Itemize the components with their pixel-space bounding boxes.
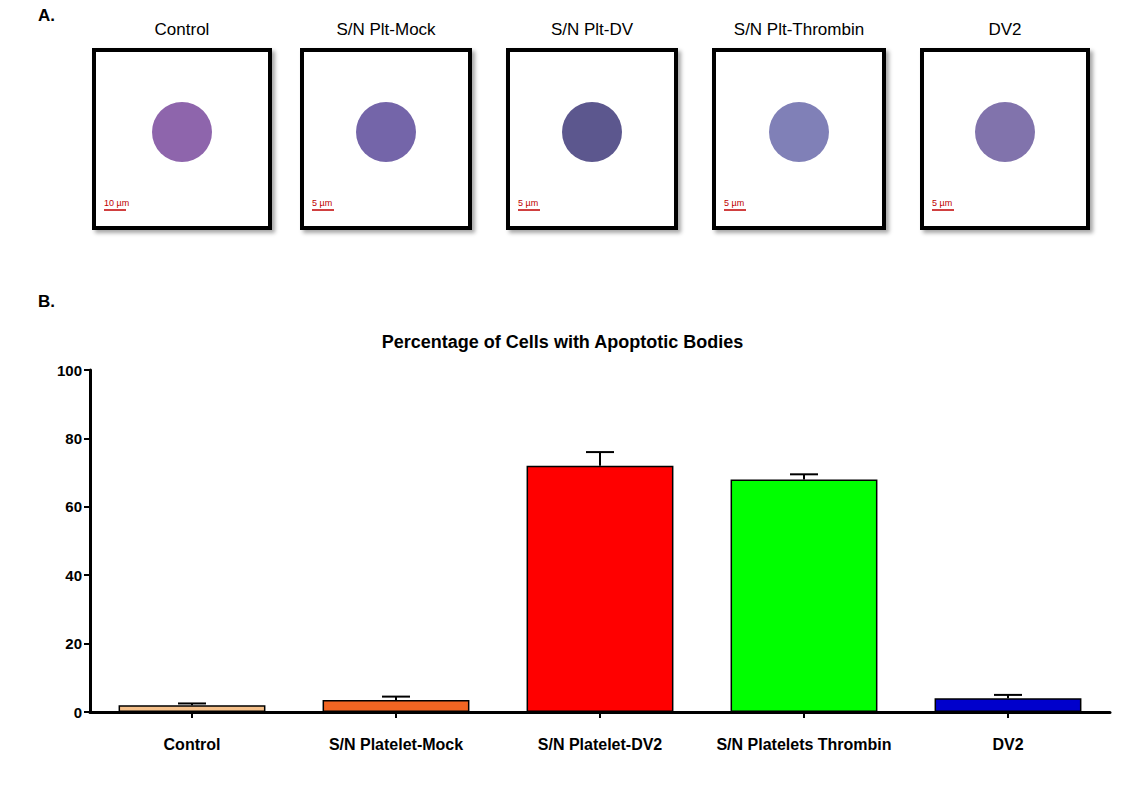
svg-text:DV2: DV2: [992, 736, 1023, 753]
svg-text:5 µm: 5 µm: [724, 198, 744, 208]
html-text:A.: A.: [38, 6, 55, 25]
html-text:B.: B.: [38, 292, 55, 311]
html-text:S/N Plt-Mock: S/N Plt-Mock: [336, 20, 436, 39]
svg-text:Control: Control: [164, 736, 221, 753]
svg-text:S/N Platelets Thrombin: S/N Platelets Thrombin: [716, 736, 891, 753]
svg-text:60: 60: [65, 498, 82, 515]
svg-text:Percentage of Cells with Apopt: Percentage of Cells with Apoptotic Bodie…: [382, 332, 743, 352]
svg-text:100: 100: [57, 362, 82, 379]
svg-text:40: 40: [65, 567, 82, 584]
html-text:DV2: DV2: [988, 20, 1022, 39]
svg-text:5 µm: 5 µm: [932, 198, 952, 208]
svg-text:5 µm: 5 µm: [312, 198, 332, 208]
svg-text:80: 80: [65, 430, 82, 447]
html-text:S/N Plt-Thrombin: S/N Plt-Thrombin: [733, 20, 865, 39]
html-text:Control: Control: [154, 20, 210, 39]
svg-text:0: 0: [74, 704, 82, 721]
svg-text:S/N Platelet-Mock: S/N Platelet-Mock: [329, 736, 463, 753]
svg-text:5 µm: 5 µm: [518, 198, 538, 208]
html-text:S/N Plt-DV: S/N Plt-DV: [550, 20, 634, 39]
svg-text:S/N Platelet-DV2: S/N Platelet-DV2: [538, 736, 663, 753]
svg-text:20: 20: [65, 635, 82, 652]
svg-text:10 µm: 10 µm: [104, 198, 129, 208]
